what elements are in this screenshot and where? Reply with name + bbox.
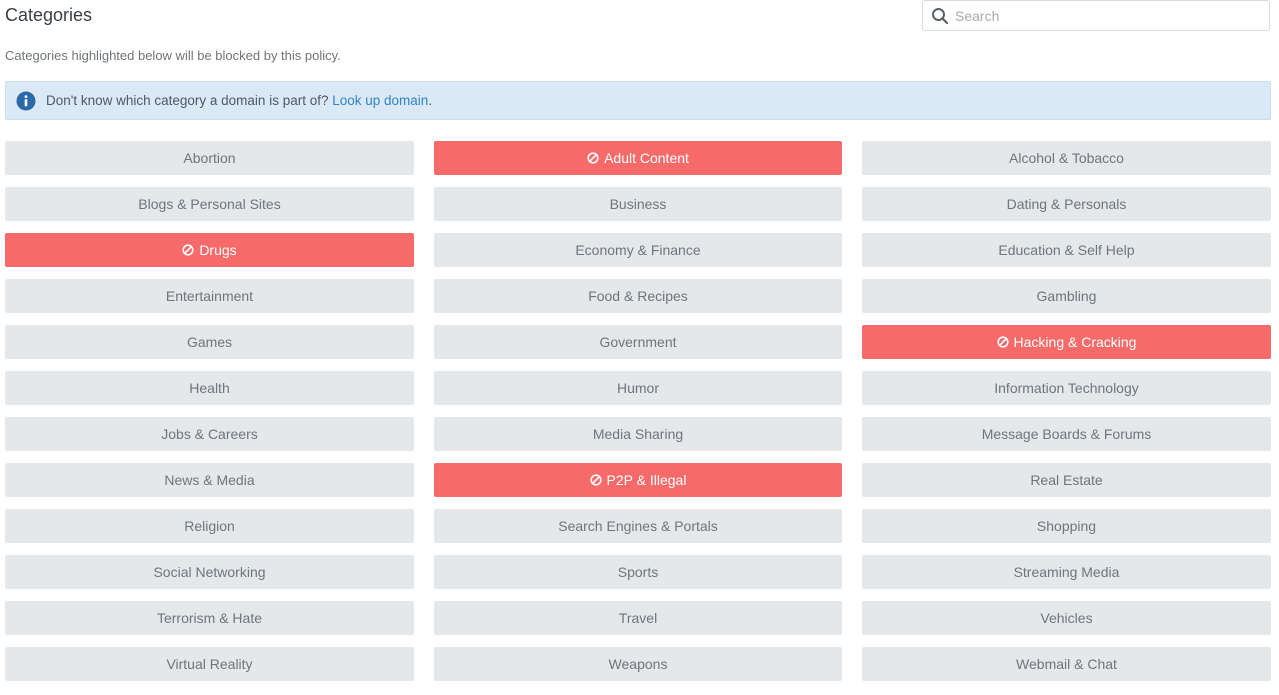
category-button-government[interactable]: Government xyxy=(434,325,842,359)
category-label: Virtual Reality xyxy=(166,656,253,672)
look-up-domain-link[interactable]: Look up domain xyxy=(332,93,429,108)
info-message: Don't know which category a domain is pa… xyxy=(46,93,333,108)
category-button-travel[interactable]: Travel xyxy=(434,601,842,635)
category-label: Shopping xyxy=(1036,518,1097,534)
category-button-blogs-and-personal-sites[interactable]: Blogs & Personal Sites xyxy=(5,187,414,221)
category-label: Gambling xyxy=(1036,288,1097,304)
category-label: Education & Self Help xyxy=(998,242,1135,258)
category-label: News & Media xyxy=(164,472,255,488)
policy-description: Categories highlighted below will be blo… xyxy=(5,48,341,63)
category-label: Weapons xyxy=(608,656,668,672)
category-label: Adult Content xyxy=(604,150,689,166)
category-button-alcohol-and-tobacco[interactable]: Alcohol & Tobacco xyxy=(862,141,1271,175)
category-button-drugs[interactable]: Drugs xyxy=(5,233,414,267)
category-label: Government xyxy=(599,334,677,350)
category-button-search-engines-and-portals[interactable]: Search Engines & Portals xyxy=(434,509,842,543)
category-button-terrorism-and-hate[interactable]: Terrorism & Hate xyxy=(5,601,414,635)
category-button-jobs-and-careers[interactable]: Jobs & Careers xyxy=(5,417,414,451)
blocked-icon xyxy=(182,244,194,256)
category-button-games[interactable]: Games xyxy=(5,325,414,359)
category-button-food-and-recipes[interactable]: Food & Recipes xyxy=(434,279,842,313)
category-label: Real Estate xyxy=(1030,472,1103,488)
category-label: Social Networking xyxy=(153,564,266,580)
category-label: Food & Recipes xyxy=(588,288,688,304)
category-grid: Abortion Adult Content Alcohol & Tobacco Bl… xyxy=(5,141,1271,681)
category-label: Travel xyxy=(618,610,658,626)
category-label: Alcohol & Tobacco xyxy=(1009,150,1124,166)
category-label: Entertainment xyxy=(165,288,254,304)
category-label: Business xyxy=(609,196,667,212)
category-label: Health xyxy=(189,380,230,396)
blocked-icon xyxy=(589,474,602,486)
category-label: Religion xyxy=(184,518,235,534)
category-label: Vehicles xyxy=(1040,610,1093,626)
category-button-sports[interactable]: Sports xyxy=(434,555,842,589)
category-label: Hacking & Cracking xyxy=(1013,334,1137,350)
category-button-economy-and-finance[interactable]: Economy & Finance xyxy=(434,233,842,267)
category-button-webmail-and-chat[interactable]: Webmail & Chat xyxy=(862,647,1271,681)
category-label: Media Sharing xyxy=(592,426,684,442)
category-button-education-and-self-help[interactable]: Education & Self Help xyxy=(862,233,1271,267)
category-button-dating-and-personals[interactable]: Dating & Personals xyxy=(862,187,1271,221)
category-label: Drugs xyxy=(199,242,237,258)
category-button-adult-content[interactable]: Adult Content xyxy=(434,141,842,175)
search-box[interactable] xyxy=(922,0,1270,31)
page-title: Categories xyxy=(5,5,93,25)
blocked-icon xyxy=(587,152,599,164)
category-button-religion[interactable]: Religion xyxy=(5,509,414,543)
search-input[interactable] xyxy=(955,5,1255,27)
category-button-gambling[interactable]: Gambling xyxy=(862,279,1271,313)
category-button-virtual-reality[interactable]: Virtual Reality xyxy=(5,647,414,681)
category-label: Search Engines & Portals xyxy=(558,518,718,534)
category-button-abortion[interactable]: Abortion xyxy=(5,141,414,175)
info-text: Don't know which category a domain is pa… xyxy=(46,93,432,109)
category-button-hacking-and-cracking[interactable]: Hacking & Cracking xyxy=(862,325,1271,359)
category-button-real-estate[interactable]: Real Estate xyxy=(862,463,1271,497)
category-button-business[interactable]: Business xyxy=(434,187,842,221)
category-label: Jobs & Careers xyxy=(161,426,258,442)
category-button-p2p-and-illegal[interactable]: P2P & Illegal xyxy=(434,463,842,497)
category-label: Blogs & Personal Sites xyxy=(138,196,281,212)
category-button-shopping[interactable]: Shopping xyxy=(862,509,1271,543)
category-button-social-networking[interactable]: Social Networking xyxy=(5,555,414,589)
search-icon xyxy=(932,8,949,25)
category-button-entertainment[interactable]: Entertainment xyxy=(5,279,414,313)
info-icon xyxy=(16,91,36,111)
info-suffix: . xyxy=(428,93,433,108)
category-button-information-technology[interactable]: Information Technology xyxy=(862,371,1271,405)
category-label: Dating & Personals xyxy=(1006,196,1127,212)
category-button-vehicles[interactable]: Vehicles xyxy=(862,601,1271,635)
info-banner: Don't know which category a domain is pa… xyxy=(5,81,1271,120)
category-button-streaming-media[interactable]: Streaming Media xyxy=(862,555,1271,589)
category-button-message-boards-and-forums[interactable]: Message Boards & Forums xyxy=(862,417,1271,451)
category-button-news-and-media[interactable]: News & Media xyxy=(5,463,414,497)
category-button-media-sharing[interactable]: Media Sharing xyxy=(434,417,842,451)
category-button-humor[interactable]: Humor xyxy=(434,371,842,405)
category-button-health[interactable]: Health xyxy=(5,371,414,405)
category-label: Terrorism & Hate xyxy=(156,610,263,626)
category-label: Economy & Finance xyxy=(575,242,701,258)
category-label: Sports xyxy=(617,564,659,580)
category-label: Webmail & Chat xyxy=(1016,656,1117,672)
category-label: Games xyxy=(186,334,233,350)
category-label: Humor xyxy=(616,380,659,396)
category-label: Information Technology xyxy=(994,380,1139,396)
category-label: Abortion xyxy=(183,150,236,166)
blocked-icon xyxy=(996,336,1009,348)
category-label: Streaming Media xyxy=(1013,564,1120,580)
category-label: Message Boards & Forums xyxy=(981,426,1152,442)
category-button-weapons[interactable]: Weapons xyxy=(434,647,842,681)
category-label: P2P & Illegal xyxy=(606,472,687,488)
